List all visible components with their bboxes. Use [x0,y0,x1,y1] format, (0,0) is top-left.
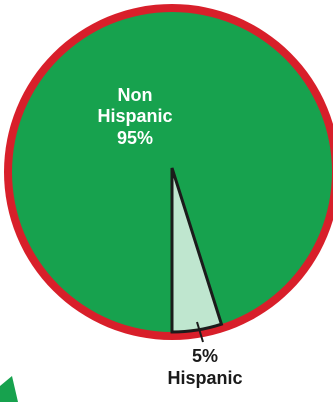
non-hispanic-value-label: 95% [117,128,153,148]
pie-slices [12,12,332,334]
hispanic-value-label: 5% [192,346,218,366]
corner-decoration [0,376,18,402]
hispanic-leader-line [196,321,204,343]
hispanic-label: Hispanic [167,368,242,388]
non-hispanic-label-line1: Non [118,85,153,105]
slice-hispanic [170,167,224,334]
non-hispanic-label-line2: Hispanic [97,106,172,126]
